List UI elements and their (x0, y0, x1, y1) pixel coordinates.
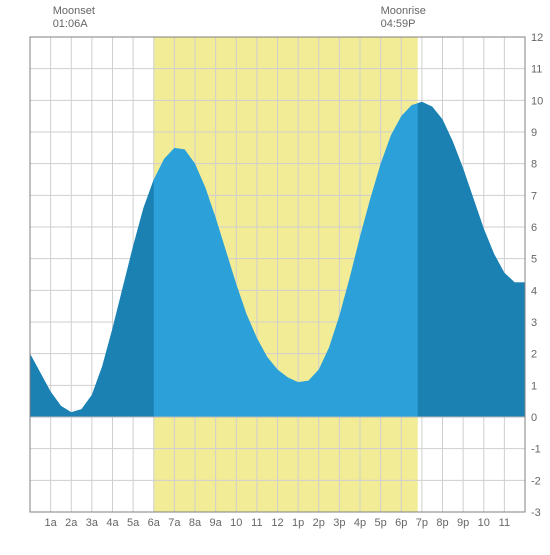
svg-text:11: 11 (499, 517, 510, 529)
svg-text:3a: 3a (86, 517, 99, 529)
svg-text:5a: 5a (127, 517, 140, 529)
svg-text:-3: -3 (531, 507, 541, 519)
svg-text:8: 8 (531, 159, 537, 171)
svg-text:9: 9 (531, 127, 537, 139)
svg-text:1p: 1p (292, 517, 304, 529)
svg-text:10: 10 (478, 517, 490, 529)
svg-text:7p: 7p (416, 517, 428, 529)
svg-text:6p: 6p (395, 517, 407, 529)
svg-text:-1: -1 (531, 444, 541, 456)
svg-text:1a: 1a (45, 517, 58, 529)
svg-text:10: 10 (531, 95, 543, 107)
svg-text:3: 3 (531, 317, 537, 329)
svg-text:8p: 8p (436, 517, 448, 529)
svg-text:2: 2 (531, 349, 537, 361)
svg-text:12: 12 (271, 517, 283, 529)
svg-text:8a: 8a (189, 517, 202, 529)
svg-text:1: 1 (531, 380, 537, 392)
svg-text:4a: 4a (106, 517, 119, 529)
svg-text:2p: 2p (313, 517, 325, 529)
chart-svg: -3-2-101234567891011121a2a3a4a5a6a7a8a9a… (5, 5, 550, 555)
svg-text:2a: 2a (65, 517, 78, 529)
svg-text:5p: 5p (375, 517, 387, 529)
svg-text:7: 7 (531, 190, 537, 202)
svg-text:4: 4 (531, 285, 537, 297)
tide-chart: Moonset 01:06A Moonrise 04:59P -3-2-1012… (5, 5, 545, 545)
svg-text:-2: -2 (531, 475, 541, 487)
svg-text:6a: 6a (148, 517, 161, 529)
svg-text:0: 0 (531, 412, 537, 424)
svg-text:4p: 4p (354, 517, 366, 529)
svg-text:5: 5 (531, 254, 537, 266)
svg-text:11: 11 (251, 517, 262, 529)
svg-text:7a: 7a (168, 517, 181, 529)
svg-text:10: 10 (230, 517, 242, 529)
svg-text:3p: 3p (333, 517, 345, 529)
svg-text:11: 11 (531, 64, 542, 76)
svg-text:9p: 9p (457, 517, 469, 529)
svg-text:6: 6 (531, 222, 537, 234)
svg-text:9a: 9a (210, 517, 223, 529)
svg-text:12: 12 (531, 32, 543, 44)
